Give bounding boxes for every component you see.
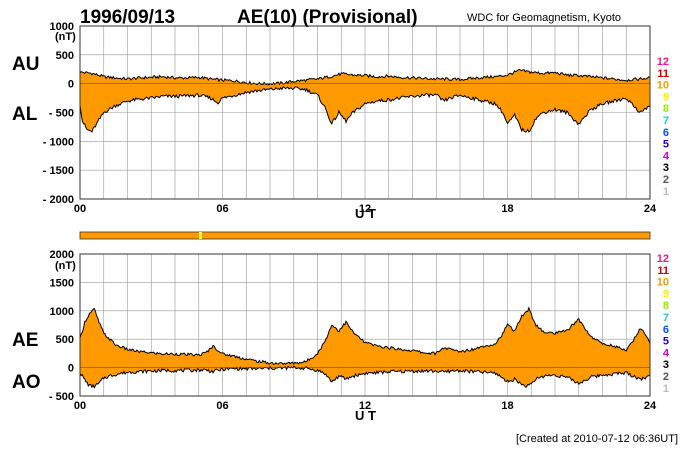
station-level-8: 8 — [663, 300, 669, 312]
x-tick-label: 12 — [359, 400, 371, 412]
station-level-6: 6 — [663, 324, 669, 336]
station-level-6: 6 — [663, 127, 669, 139]
x-tick-label: 24 — [644, 203, 657, 215]
station-level-5: 5 — [663, 336, 669, 348]
station-level-2: 2 — [663, 174, 669, 186]
envelope-fill — [80, 69, 650, 133]
au-al-x-axis-label: U T — [355, 206, 376, 221]
y-tick-label: 0 — [68, 79, 74, 91]
ae-ao-frame — [79, 253, 651, 397]
au-al-unit-label: (nT) — [55, 31, 76, 43]
y-tick-label: 500 — [56, 334, 74, 346]
y-tick-label: 0 — [68, 363, 74, 375]
au-label: AU — [12, 54, 39, 75]
station-level-10: 10 — [657, 277, 669, 289]
ao-label: AO — [12, 372, 41, 393]
station-level-7: 7 — [663, 312, 669, 324]
ae-ao-x-axis-label: U T — [355, 408, 376, 423]
y-tick-label: 1500 — [50, 277, 74, 289]
au-al-frame — [79, 25, 651, 200]
station-level-1: 1 — [663, 383, 669, 395]
au-al-y-ticks: 1000 500 0 - 500 - 1000 - 1500 - 2000 — [43, 21, 74, 206]
station-level-5: 5 — [663, 139, 669, 151]
y-tick-label: 1000 — [50, 306, 74, 318]
al-label: AL — [12, 104, 38, 125]
x-tick-label: 24 — [644, 400, 657, 412]
date-title: 1996/09/13 — [80, 7, 175, 28]
x-tick-label: 18 — [501, 400, 513, 412]
y-tick-label: - 1500 — [43, 165, 74, 177]
station-level-7: 7 — [663, 115, 669, 127]
au-al-grid — [80, 26, 650, 199]
station-level-4: 4 — [663, 347, 670, 359]
ae-label: AE — [12, 330, 38, 351]
y-tick-label: 1000 — [50, 21, 74, 33]
au-al-x-ticks: 00 06 12 18 24 — [74, 203, 657, 215]
y-tick-label: - 500 — [49, 108, 74, 120]
station-level-3: 3 — [663, 162, 669, 174]
station-level-11: 11 — [657, 265, 669, 277]
index-title: AE(10) (Provisional) — [237, 7, 418, 28]
station-level-1: 1 — [663, 186, 669, 198]
x-tick-label: 00 — [74, 400, 86, 412]
station-level-12: 12 — [657, 56, 669, 68]
station-level-2: 2 — [663, 371, 669, 383]
station-level-11: 11 — [657, 68, 669, 80]
organization-label: WDC for Geomagnetism, Kyoto — [467, 12, 621, 24]
x-tick-label: 00 — [74, 203, 86, 215]
station-level-3: 3 — [663, 359, 669, 371]
y-tick-label: - 1000 — [43, 136, 74, 148]
au-al-area — [79, 68, 651, 133]
x-tick-label: 12 — [359, 203, 371, 215]
y-tick-label: 2000 — [50, 249, 74, 261]
x-tick-label: 06 — [216, 203, 228, 215]
station-level-8: 8 — [663, 103, 669, 115]
ae-ao-x-ticks: 00 06 12 18 24 — [74, 400, 657, 412]
station-level-9: 9 — [663, 288, 669, 300]
station-level-10: 10 — [657, 80, 669, 92]
station-level-4: 4 — [663, 150, 670, 162]
ae-ao-area — [79, 306, 651, 389]
al-line — [79, 86, 651, 133]
ae-line — [79, 306, 651, 366]
station-level-9: 9 — [663, 91, 669, 103]
ao-line — [79, 365, 651, 389]
y-tick-label: 500 — [56, 50, 74, 62]
station-level-12: 12 — [657, 253, 669, 265]
y-tick-label: - 2000 — [43, 194, 74, 206]
data-coverage-bar — [79, 231, 651, 240]
data-coverage-marker — [199, 232, 202, 239]
y-tick-label: - 500 — [49, 391, 74, 403]
au-line — [79, 68, 651, 86]
x-tick-label: 06 — [216, 400, 228, 412]
ae-ao-y-ticks: 2000 1500 1000 500 0 - 500 — [49, 249, 74, 403]
created-timestamp: [Created at 2010-07-12 06:36UT] — [516, 433, 678, 445]
ae-ao-unit-label: (nT) — [55, 260, 76, 272]
x-tick-label: 18 — [501, 203, 513, 215]
